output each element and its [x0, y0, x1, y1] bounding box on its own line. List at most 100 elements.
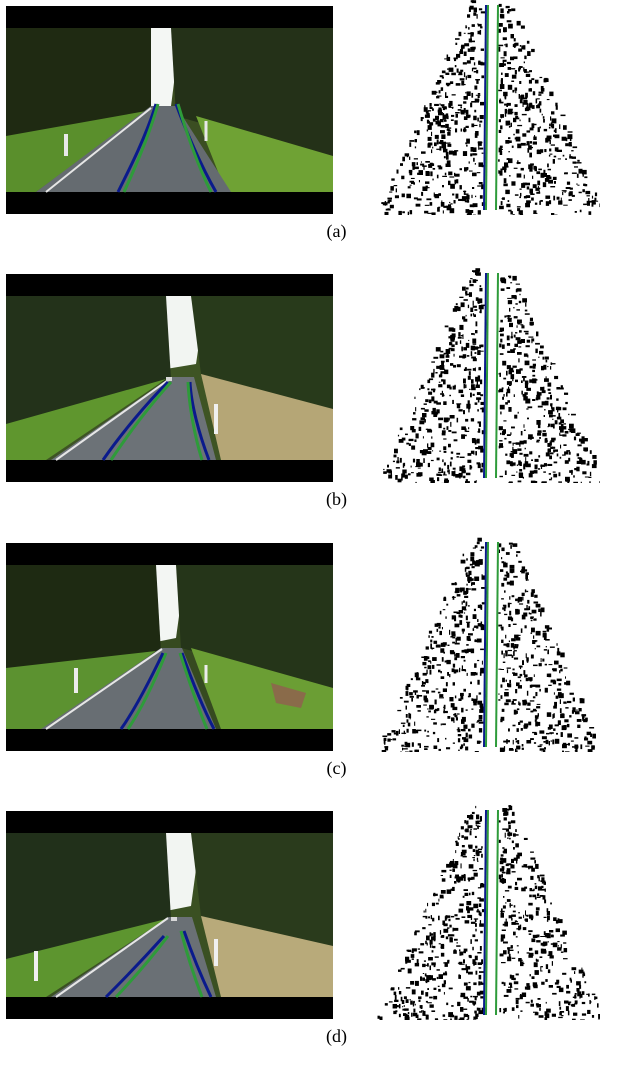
- bev-point: [474, 577, 479, 582]
- bev-point: [508, 654, 512, 656]
- bev-point: [500, 278, 505, 281]
- bev-point: [513, 134, 515, 136]
- bev-point: [478, 962, 482, 965]
- bev-point: [516, 637, 521, 640]
- bev-point: [518, 321, 521, 325]
- bev-point: [461, 46, 463, 49]
- bev-point: [482, 153, 484, 154]
- bev-point: [591, 745, 595, 749]
- bev-point: [461, 835, 464, 838]
- bev-point: [560, 422, 562, 424]
- bev-point: [530, 888, 533, 891]
- bev-point: [525, 448, 526, 450]
- bev-point: [510, 349, 515, 353]
- bev-point: [443, 973, 447, 976]
- bev-point: [451, 457, 453, 459]
- bev-point: [465, 893, 469, 896]
- bev-point: [439, 142, 444, 144]
- bev-point: [469, 371, 471, 375]
- bev-point: [441, 935, 444, 937]
- bev-point: [503, 905, 506, 908]
- bev-point: [565, 479, 570, 482]
- bev-point: [461, 852, 466, 856]
- bev-point: [479, 967, 482, 969]
- bev-point: [536, 192, 540, 194]
- bev-point: [503, 37, 507, 40]
- bev-point: [476, 321, 478, 326]
- bev-point: [444, 421, 447, 423]
- bev-point: [459, 904, 463, 907]
- bev-point: [550, 452, 554, 454]
- bev-point: [577, 185, 579, 186]
- bev-point: [530, 876, 533, 880]
- bev-point: [464, 384, 466, 388]
- bev-point: [443, 923, 447, 926]
- bev-point: [472, 173, 477, 177]
- bev-point: [447, 645, 449, 646]
- bev-point: [516, 644, 518, 646]
- bev-point: [517, 325, 518, 328]
- bev-point: [560, 1011, 564, 1013]
- bev-point: [534, 733, 537, 736]
- bev-point: [478, 981, 480, 985]
- bev-point: [426, 690, 429, 693]
- bev-point: [406, 443, 409, 445]
- bev-point: [474, 309, 477, 311]
- bev-point: [527, 660, 529, 663]
- bev-point: [426, 646, 429, 649]
- bev-point: [519, 469, 522, 472]
- bev-point: [393, 738, 397, 740]
- bev-point: [466, 126, 469, 128]
- bev-point: [517, 125, 522, 126]
- bev-point: [522, 748, 524, 750]
- bev-point: [504, 178, 507, 183]
- bev-point: [424, 409, 428, 412]
- bev-point: [556, 733, 558, 735]
- bev-point: [443, 149, 448, 153]
- bev-point: [500, 433, 502, 435]
- bev-point: [500, 412, 501, 415]
- bev-point: [545, 889, 546, 892]
- bev-point: [535, 1013, 539, 1015]
- bev-point: [480, 672, 482, 676]
- bev-point: [583, 184, 586, 186]
- bev-point: [475, 639, 477, 642]
- bev-point: [432, 665, 435, 669]
- bev-point: [415, 167, 419, 170]
- bev-point: [453, 743, 455, 744]
- bev-point: [464, 609, 467, 610]
- bev-point: [520, 193, 521, 197]
- bev-point: [439, 146, 441, 150]
- bev-point: [500, 353, 504, 355]
- bev-point: [562, 190, 567, 191]
- bev-point: [524, 723, 528, 727]
- bev-point: [532, 370, 535, 372]
- bev-point: [552, 415, 556, 417]
- bev-point: [470, 51, 474, 52]
- bev-point: [477, 439, 480, 444]
- bev-point: [552, 124, 555, 128]
- bev-point: [446, 1003, 448, 1006]
- bev-point: [445, 661, 450, 663]
- bev-point: [573, 162, 577, 164]
- bev-point: [432, 108, 434, 110]
- bev-point: [453, 308, 457, 312]
- bev-point: [535, 864, 539, 869]
- bev-point: [447, 127, 451, 128]
- bev-point: [478, 367, 481, 370]
- bev-point: [434, 641, 438, 644]
- bev-point: [479, 345, 481, 349]
- bev-point: [527, 51, 531, 56]
- bev-point: [477, 298, 482, 303]
- bev-point: [447, 68, 452, 69]
- bev-point: [474, 962, 477, 965]
- bev-point: [428, 110, 431, 111]
- bev-point: [550, 647, 555, 648]
- bev-point: [507, 11, 510, 14]
- bev-point: [438, 916, 440, 921]
- bev-point: [504, 51, 507, 56]
- bev-point: [452, 333, 456, 337]
- bev-point: [551, 111, 554, 114]
- bev-point: [501, 913, 505, 918]
- bev-point: [562, 973, 566, 975]
